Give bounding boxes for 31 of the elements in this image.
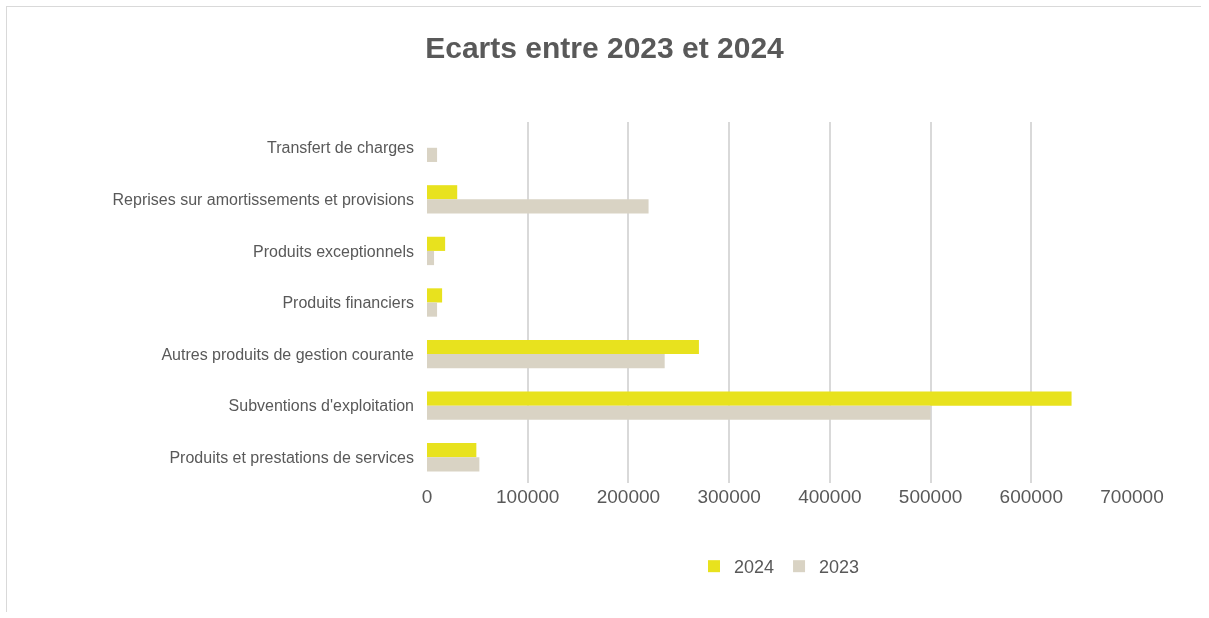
bar: [427, 250, 435, 266]
x-tick-label: 400000: [798, 486, 862, 507]
y-tick-label: Reprises sur amortissements et provisions: [112, 190, 414, 208]
x-tick-label: 600000: [999, 486, 1063, 507]
bar: [427, 354, 665, 369]
x-tick-label: 0: [421, 486, 433, 507]
bar: [427, 302, 438, 317]
y-tick-label: Produits exceptionnels: [253, 242, 414, 260]
bar: [427, 288, 443, 303]
x-tick-label: 300000: [697, 486, 761, 507]
bar: [427, 236, 446, 251]
bar: [427, 391, 1072, 406]
y-tick-label: Produits financiers: [282, 294, 414, 312]
chart-title: Ecarts entre 2023 et 2024: [425, 31, 785, 65]
x-tick-label: 500000: [898, 486, 963, 507]
bar: [427, 185, 458, 200]
bar: [427, 147, 438, 162]
x-tick-label: 700000: [1100, 486, 1164, 507]
legend-label: 2023: [819, 557, 860, 578]
x-tick-label: 200000: [596, 486, 661, 507]
y-tick-label: Subventions d'exploitation: [228, 397, 414, 415]
x-tick-label: 100000: [496, 486, 560, 507]
y-tick-label: Autres produits de gestion courante: [161, 345, 415, 363]
bar: [427, 405, 931, 420]
bar: [427, 457, 480, 472]
bar: [427, 339, 699, 355]
bar: [427, 199, 649, 214]
legend-label: 2024: [734, 557, 775, 578]
bar: [427, 443, 477, 458]
y-tick-label: Produits et prestations de services: [169, 448, 414, 466]
y-tick-label: Transfert de charges: [266, 139, 414, 157]
